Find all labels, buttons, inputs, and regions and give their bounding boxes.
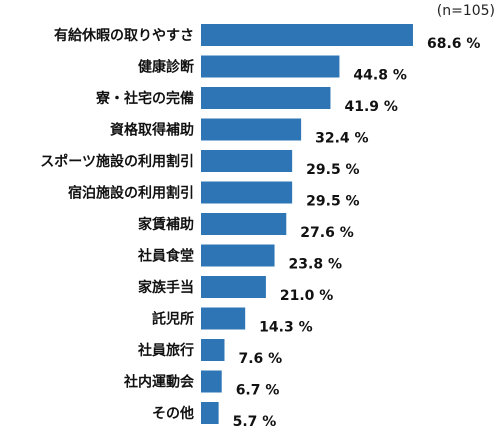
- value-label: 29.5 %: [306, 162, 359, 178]
- value-label: 29.5 %: [306, 194, 359, 210]
- category-label: 宿泊施設の利用割引: [68, 185, 194, 202]
- bar: [201, 118, 302, 141]
- category-label: 社内運動会: [123, 374, 195, 391]
- bar: [201, 55, 340, 78]
- bar: [201, 276, 266, 298]
- category-label: スポーツ施設の利用割引: [40, 153, 194, 170]
- value-label: 68.6 %: [427, 36, 480, 52]
- value-label: 7.6 %: [238, 351, 282, 367]
- category-label: 有給休暇の取りやすさ: [54, 27, 194, 44]
- category-label: 寮・社宅の完備: [95, 90, 194, 107]
- value-label: 32.4 %: [315, 131, 368, 147]
- category-label: 託児所: [152, 311, 194, 328]
- bar: [201, 370, 222, 393]
- bar: [201, 150, 293, 172]
- category-label: 社員旅行: [137, 342, 194, 359]
- category-label: 社員食堂: [137, 248, 194, 265]
- value-label: 41.9 %: [344, 99, 397, 115]
- value-label: 14.3 %: [259, 320, 312, 336]
- bar: [201, 87, 331, 109]
- sample-size-note: (n=105): [436, 3, 495, 19]
- category-label: 健康診断: [138, 59, 194, 76]
- bar: [201, 307, 246, 330]
- bar: [201, 24, 413, 46]
- value-label: 44.8 %: [353, 68, 406, 84]
- bar: [201, 244, 275, 267]
- value-label: 23.8 %: [289, 257, 342, 273]
- value-label: 5.7 %: [233, 414, 277, 430]
- bar: [201, 339, 225, 361]
- bar: [201, 181, 293, 204]
- bar: [201, 213, 287, 235]
- category-label: その他: [152, 405, 194, 422]
- bar: [201, 402, 219, 424]
- value-label: 27.6 %: [300, 225, 353, 241]
- value-label: 6.7 %: [236, 383, 280, 399]
- category-label: 家賃補助: [138, 216, 194, 233]
- value-label: 21.0 %: [280, 288, 333, 304]
- category-label: 資格取得補助: [110, 122, 194, 139]
- category-label: 家族手当: [138, 279, 194, 296]
